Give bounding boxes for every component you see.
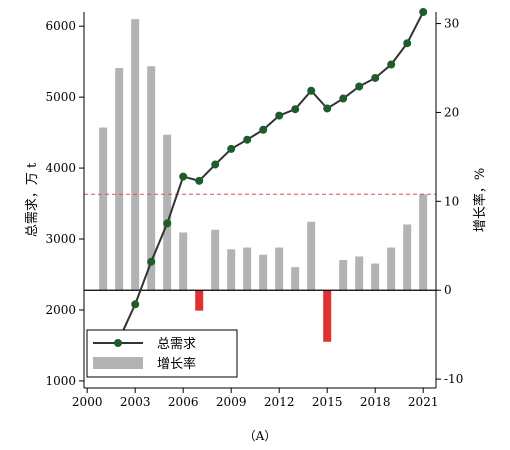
bar-2014	[307, 221, 316, 291]
y-left-tick-label-2000: 2000	[45, 303, 76, 317]
y-right-tick-label-30: 30	[444, 17, 459, 31]
y-axis-right-title: 增长率，%	[472, 168, 488, 232]
y-right-tick-label-0: 0	[444, 283, 452, 297]
bar-2006	[179, 232, 188, 291]
y-axis-left-title: 总需求，万 t	[25, 162, 40, 237]
bar-2016	[339, 260, 348, 291]
y-left-tick-label-5000: 5000	[45, 90, 76, 104]
legend-box	[86, 329, 238, 378]
bar-2004	[147, 66, 156, 291]
demand-point-2010	[243, 135, 252, 144]
demand-point-2019	[387, 60, 396, 69]
growth-bars	[84, 19, 436, 342]
x-tick-label-2018: 2018	[360, 395, 391, 409]
demand-point-2012	[275, 111, 284, 120]
demand-point-2013	[291, 105, 300, 114]
demand-point-2007	[195, 176, 204, 185]
x-tick-label-2003: 2003	[120, 395, 151, 409]
legend-label-demand: 总需求	[157, 337, 196, 352]
demand-point-2018	[371, 73, 380, 82]
bar-2021	[419, 194, 428, 291]
legend-label-growth: 增长率	[157, 356, 196, 372]
demand-point-2011	[259, 125, 268, 134]
y-right-tick-label--10: -10	[444, 372, 463, 386]
bar-2018	[371, 263, 380, 291]
x-tick-label-2009: 2009	[216, 395, 247, 409]
demand-point-2004	[147, 257, 156, 266]
demand-point-2006	[179, 172, 188, 181]
demand-point-2003	[131, 300, 140, 309]
legend-bar-sample	[93, 357, 143, 369]
bar-2012	[275, 247, 284, 291]
legend-marker-sample	[114, 339, 122, 347]
x-tick-label-2006: 2006	[168, 395, 199, 409]
x-tick-label-2021: 2021	[408, 395, 439, 409]
demand-point-2016	[339, 94, 348, 103]
demand-point-2005	[163, 219, 172, 228]
demand-point-2020	[403, 39, 412, 48]
x-tick-label-2015: 2015	[312, 395, 343, 409]
legend: 总需求 增长率	[86, 329, 238, 378]
y-right-tick-label-10: 10	[444, 194, 459, 208]
bar-2011	[259, 254, 268, 291]
bar-2017	[355, 256, 364, 291]
y-left-tick-label-6000: 6000	[45, 19, 76, 33]
y-left-tick-label-3000: 3000	[45, 232, 76, 246]
bar-2010	[243, 247, 252, 291]
x-tick-label-2000: 2000	[72, 395, 103, 409]
bar-2020	[403, 224, 412, 291]
demand-point-2021	[419, 8, 428, 16]
bar-2003	[131, 19, 140, 291]
bar-2015	[323, 290, 332, 342]
panel-label: （A）	[244, 429, 277, 443]
bar-2007	[195, 290, 204, 311]
y-left-tick-label-1000: 1000	[45, 374, 76, 388]
bar-2005	[163, 134, 172, 291]
bar-2008	[211, 229, 220, 291]
demand-point-2008	[211, 160, 220, 169]
bar-2009	[227, 249, 236, 291]
x-tick-label-2012: 2012	[264, 395, 295, 409]
demand-point-2014	[307, 86, 316, 95]
bar-2019	[387, 247, 396, 291]
bar-2002	[115, 68, 124, 291]
y-right-tick-label-20: 20	[444, 105, 459, 119]
demand-point-2015	[323, 104, 332, 113]
bar-2013	[291, 267, 300, 291]
axes: 1000 2000 3000 4000 5000 6000 -10 0 10 20 30 2000 20…	[45, 12, 463, 409]
y-left-tick-label-4000: 4000	[45, 161, 76, 175]
demand-point-2009	[227, 144, 236, 153]
demand-point-2017	[355, 82, 364, 91]
bar-2001	[99, 127, 108, 291]
